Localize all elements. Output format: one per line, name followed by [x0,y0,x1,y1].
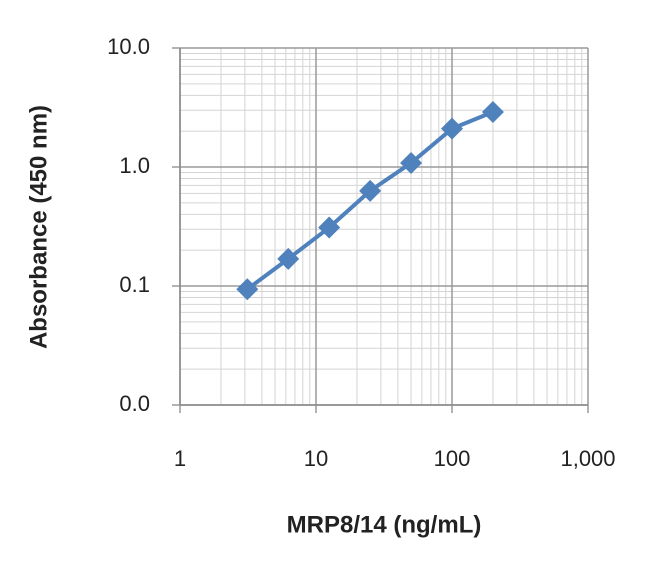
y-tick-label: 0.0 [119,391,150,416]
marker [400,152,423,175]
marker [441,117,463,140]
y-tick-label: 10.0 [107,34,150,59]
x-tick-label: 10 [304,446,328,471]
marker [481,100,504,123]
marker [277,247,300,270]
x-tick-label: 100 [434,446,471,471]
x-tick-label: 1,000 [560,446,615,471]
marker [236,278,259,301]
y-axis-title: Absorbance (450 nm) [25,105,52,349]
y-tick-label: 1.0 [119,153,150,178]
marker [318,216,341,239]
marker [359,179,382,202]
y-tick-label: 0.1 [119,272,150,297]
x-tick-label: 1 [174,446,186,471]
x-axis-title: MRP8/14 (ng/mL) [287,511,482,538]
